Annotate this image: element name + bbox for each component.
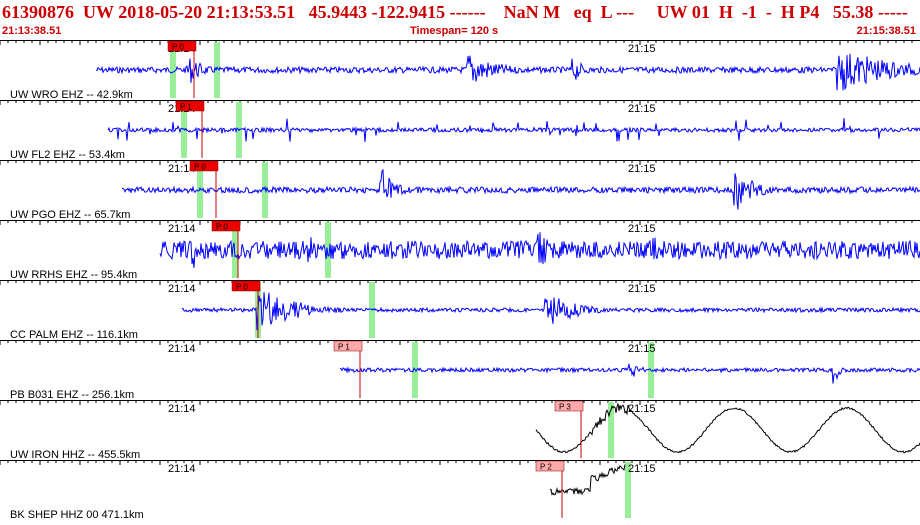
minute-label-end: 21:15 (628, 223, 656, 235)
phase-window (325, 222, 331, 278)
channel-row[interactable]: 21:14 21:15 P 0 UW PGO EHZ -- 65.7km (0, 160, 920, 221)
pick-label[interactable]: P 0 (194, 163, 206, 172)
minute-label-end: 21:15 (628, 43, 656, 55)
window-start-time: 21:13:38.51 (2, 25, 62, 37)
channel-label: UW RRHS EHZ -- 95.4km (10, 269, 137, 281)
pick-label[interactable]: P 0 (216, 223, 228, 232)
pick-label[interactable]: P 1 (180, 103, 192, 112)
magnitude: NaN M (503, 2, 561, 22)
minute-label-end: 21:15 (628, 463, 656, 475)
depth-placeholder: ------ (449, 2, 486, 22)
pick-label[interactable]: P 3 (559, 403, 571, 412)
header-value: 55.38 (832, 2, 874, 22)
pick-flag[interactable] (554, 400, 584, 412)
channel-label: UW IRON HHZ -- 455.5km (10, 449, 140, 461)
minute-label-end: 21:15 (628, 283, 656, 295)
pick-label[interactable]: P 0 (172, 43, 184, 52)
channel-label: CC PALM EHZ -- 116.1km (10, 329, 138, 341)
phase-window (214, 42, 220, 98)
trailing-dashes: ----- (877, 2, 908, 22)
phase-window (197, 162, 203, 218)
minute-label-start: 21:14 (168, 403, 196, 415)
pick-flag[interactable] (231, 280, 261, 292)
quality-flag: H (718, 2, 733, 22)
channel-label: UW WRO EHZ -- 42.9km (10, 89, 133, 101)
phase-window (181, 102, 187, 158)
channel-label: BK SHEP HHZ 00 471.1km (10, 509, 144, 520)
event-summary-line: 61390876 UW 2018-05-20 21:13:53.51 45.94… (2, 2, 908, 23)
channel-label: UW FL2 EHZ -- 53.4km (10, 149, 125, 161)
seismic-trace (107, 118, 920, 142)
seismic-trace (181, 292, 920, 331)
phase-window (170, 42, 176, 98)
event-id: 61390876 (2, 2, 74, 22)
minute-label-end: 21:15 (628, 103, 656, 115)
channel-row[interactable]: 21:14 21:15 P 0 CC PALM EHZ -- 116.1km (0, 280, 920, 341)
seismic-trace (535, 403, 920, 454)
channel-label: UW PGO EHZ -- 65.7km (10, 209, 130, 221)
minute-label-end: 21:15 (628, 163, 656, 175)
pick-flag[interactable] (167, 40, 197, 52)
minute-label-start: 21:14 (168, 463, 196, 475)
pick-flag[interactable] (175, 100, 205, 112)
pick-label[interactable]: P 0 (236, 283, 248, 292)
seismic-trace (159, 232, 920, 268)
phase-window (625, 462, 631, 518)
longitude: -122.9415 (371, 2, 446, 22)
minute-label-end: 21:15 (628, 343, 656, 355)
minute-label-start: 21:14 (168, 283, 196, 295)
channel-row[interactable]: 21:14 21:15 P 2 BK SHEP HHZ 00 471.1km (0, 460, 920, 521)
timespan-label: Timespan= 120 s (410, 25, 499, 37)
latitude: 45.9443 (308, 2, 368, 22)
pick-label[interactable]: P 2 (540, 463, 552, 472)
channel-row[interactable]: 21:14 21:15 P 1 PB B031 EHZ -- 256.1km (0, 340, 920, 401)
seismic-trace (121, 168, 920, 210)
channel-row[interactable]: 21:14 21:15 P 3 UW IRON HHZ -- 455.5km (0, 400, 920, 461)
pick-flag[interactable] (211, 220, 241, 232)
event-header: 61390876 UW 2018-05-20 21:13:53.51 45.94… (0, 0, 920, 41)
channel-row[interactable]: 21:14 21:15 P 0 UW RRHS EHZ -- 95.4km (0, 220, 920, 281)
pick-flag[interactable] (333, 340, 363, 352)
minute-label-start: 21:14 (168, 343, 196, 355)
phase-window (262, 162, 268, 218)
channel-label: PB B031 EHZ -- 256.1km (10, 389, 134, 401)
window-end-time: 21:15:38.51 (856, 25, 916, 37)
seismic-trace (339, 363, 920, 384)
seismic-trace (95, 53, 920, 91)
network-code: UW (83, 2, 114, 22)
geo-type: L --- (600, 2, 635, 22)
minute-label-start: 21:14 (168, 163, 196, 175)
quality-number: -1 (741, 2, 757, 22)
origin-datetime: 2018-05-20 21:13:53.51 (118, 2, 296, 22)
minute-label-start: 21:14 (168, 223, 196, 235)
pick-flag[interactable] (189, 160, 219, 172)
separator-dash: - (765, 2, 772, 22)
phase-window (608, 402, 614, 458)
solution-source: UW 01 (656, 2, 710, 22)
pick-flag[interactable] (535, 460, 565, 472)
minute-label-end: 21:15 (628, 403, 656, 415)
pick-label[interactable]: P 1 (338, 343, 350, 352)
phase-source: H P4 (780, 2, 820, 22)
event-type: eq (573, 2, 592, 22)
